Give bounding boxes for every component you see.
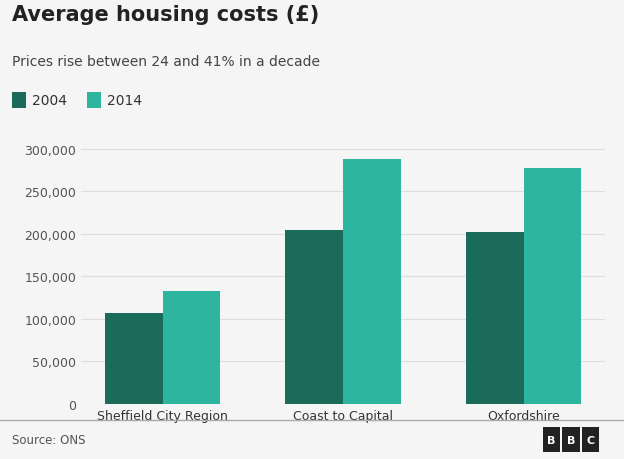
Text: C: C [586,435,595,445]
Bar [285,230,343,404]
Bar [466,233,524,404]
Text: B: B [567,435,575,445]
Text: 2004: 2004 [32,94,67,108]
Text: B: B [547,435,556,445]
Text: Average housing costs (£): Average housing costs (£) [12,5,319,24]
Bar [524,168,582,404]
Bar [343,160,401,404]
Text: Source: ONS: Source: ONS [12,433,86,446]
Bar [163,291,220,404]
Bar [105,313,163,404]
Text: 2014: 2014 [107,94,142,108]
Text: Prices rise between 24 and 41% in a decade: Prices rise between 24 and 41% in a deca… [12,55,321,69]
